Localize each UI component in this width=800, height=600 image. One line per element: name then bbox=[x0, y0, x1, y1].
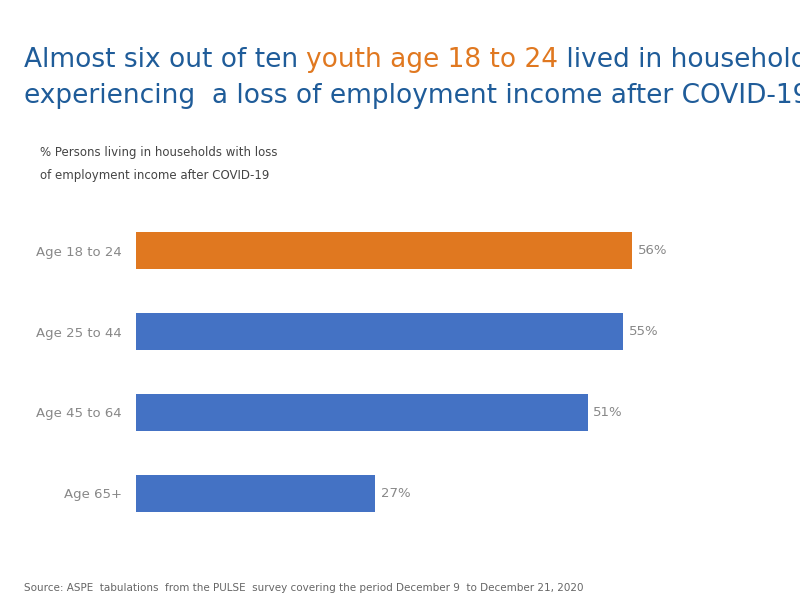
Text: youth age 18 to 24: youth age 18 to 24 bbox=[306, 47, 558, 73]
Text: experiencing  a loss of employment income after COVID-19: experiencing a loss of employment income… bbox=[24, 83, 800, 109]
Text: 55%: 55% bbox=[629, 325, 658, 338]
Text: Almost six out of ten: Almost six out of ten bbox=[24, 47, 306, 73]
Bar bbox=[136, 394, 588, 431]
Bar bbox=[136, 475, 375, 512]
Text: Source: ASPE  tabulations  from the PULSE  survey covering the period December 9: Source: ASPE tabulations from the PULSE … bbox=[24, 583, 583, 593]
Text: of employment income after COVID-19: of employment income after COVID-19 bbox=[40, 169, 270, 182]
Text: lived in households: lived in households bbox=[558, 47, 800, 73]
Bar bbox=[136, 313, 623, 350]
Text: 5: 5 bbox=[759, 10, 772, 28]
Text: 56%: 56% bbox=[638, 244, 667, 257]
Text: 51%: 51% bbox=[594, 406, 623, 419]
Bar bbox=[136, 232, 632, 269]
Text: % Persons living in households with loss: % Persons living in households with loss bbox=[40, 146, 278, 159]
Text: 27%: 27% bbox=[381, 487, 410, 500]
